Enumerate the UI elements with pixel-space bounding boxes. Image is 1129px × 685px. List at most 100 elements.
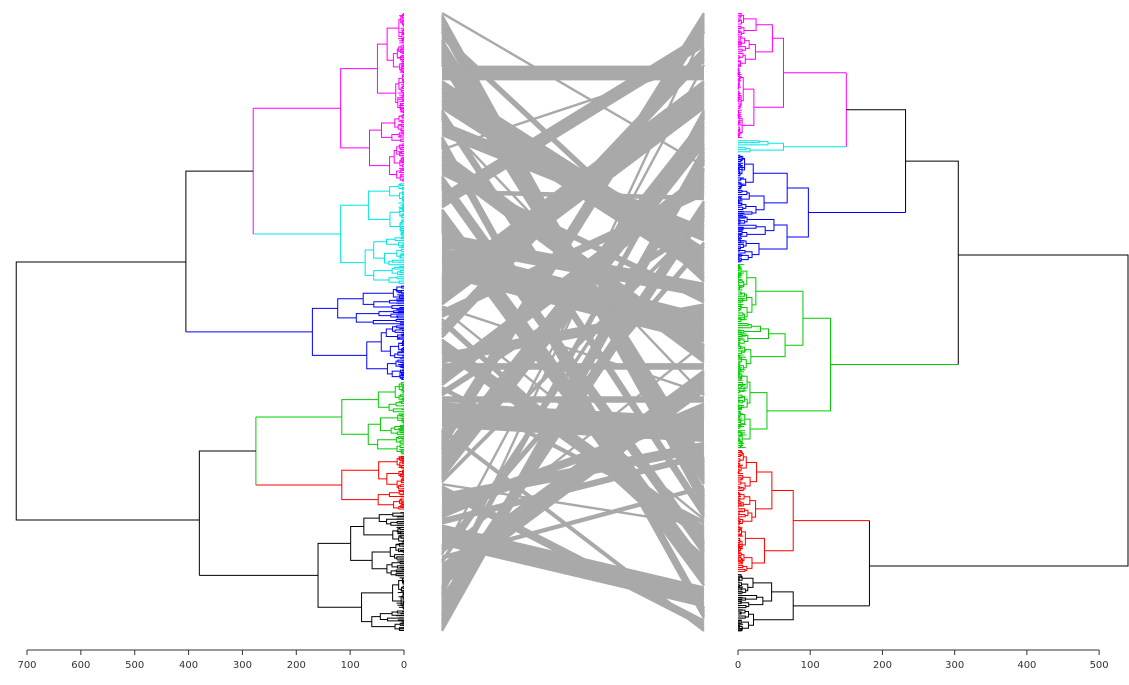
right-axis-tick-label: 0 xyxy=(735,660,741,671)
right-cluster-3-branch xyxy=(756,291,803,345)
left-cluster-0-branch xyxy=(402,165,404,167)
right-cluster-3-branch xyxy=(738,351,742,353)
left-cluster-0-branch xyxy=(390,157,397,175)
left-cluster-1-branch xyxy=(365,250,374,275)
connection-lines xyxy=(442,13,704,631)
left-cluster-2-branch xyxy=(338,299,363,318)
left-cluster-1-branch xyxy=(387,239,399,244)
right-cluster-4-branch xyxy=(764,490,793,550)
left-cluster-2-branch xyxy=(396,320,404,322)
left-axis-tick-label: 0 xyxy=(401,660,407,671)
left-cluster-2-branch xyxy=(392,371,400,376)
right-cluster-1-branch xyxy=(738,141,759,143)
right-cluster-1-branch xyxy=(750,143,784,150)
left-cluster-1-branch xyxy=(368,191,390,219)
left-cluster-2-branch xyxy=(397,326,404,328)
left-axis-tick-label: 500 xyxy=(125,660,144,671)
left-dendrogram xyxy=(16,13,404,630)
left-cluster-3-branch xyxy=(378,392,395,407)
left-cluster-5-branch xyxy=(392,563,400,567)
left-cluster-2-branch xyxy=(363,293,393,304)
right-cluster-3-branch xyxy=(750,393,767,429)
right-cluster-2-branch xyxy=(749,196,764,210)
left-merge-bottom xyxy=(199,451,256,575)
right-dendrogram xyxy=(738,14,1128,631)
right-cluster-3-branch xyxy=(747,278,756,305)
left-cluster-5-branch xyxy=(379,515,393,522)
left-cluster-2-branch xyxy=(397,287,402,292)
left-cluster-5-branch xyxy=(364,518,393,535)
right-cluster-5-branch xyxy=(749,597,763,604)
left-cluster-4-branch xyxy=(379,462,397,479)
left-cluster-5-branch xyxy=(391,571,396,575)
left-cluster-5-branch xyxy=(372,552,390,569)
left-cluster-3-branch xyxy=(342,400,379,435)
left-cluster-0-branch xyxy=(370,130,390,165)
right-cluster-4-branch xyxy=(743,477,750,486)
right-cluster-3-branch xyxy=(751,334,785,357)
left-cluster-3-branch xyxy=(391,428,397,433)
right-cluster-3-branch xyxy=(744,326,761,331)
left-cluster-2-branch xyxy=(312,308,366,355)
left-cluster-5-branch xyxy=(351,526,372,560)
right-cluster-3-branch xyxy=(742,419,750,439)
right-cluster-2-branch xyxy=(738,232,742,234)
right-merge-top xyxy=(846,110,905,213)
right-cluster-4-branch xyxy=(738,514,745,516)
right-cluster-0-branch xyxy=(755,25,772,52)
left-cluster-0-branch xyxy=(341,69,378,148)
right-cluster-5-branch xyxy=(753,592,793,620)
left-cluster-1-branch xyxy=(341,205,369,262)
right-cluster-4-branch xyxy=(750,501,756,518)
left-cluster-2-branch xyxy=(367,342,388,369)
right-cluster-2-branch xyxy=(759,225,787,249)
left-cluster-0-branch xyxy=(381,123,394,137)
right-cluster-0-branch xyxy=(745,45,755,60)
left-cluster-5-branch xyxy=(393,513,404,516)
left-cluster-0-branch xyxy=(377,44,395,93)
left-root xyxy=(16,262,199,520)
right-cluster-4-branch xyxy=(756,472,772,509)
right-cluster-0-branch xyxy=(754,38,784,107)
left-cluster-4-branch xyxy=(400,485,404,487)
right-cluster-5-branch xyxy=(748,614,753,625)
left-merge-top xyxy=(186,171,253,332)
right-axis-tick-label: 300 xyxy=(945,660,964,671)
left-cluster-0-branch xyxy=(401,128,404,130)
left-axis-tick-label: 600 xyxy=(71,660,90,671)
left-axis-tick-label: 100 xyxy=(341,660,360,671)
left-cluster-3-branch xyxy=(368,424,380,444)
left-cluster-4-branch xyxy=(342,470,379,499)
left-cluster-1-branch xyxy=(390,187,400,196)
right-axis-tick-label: 200 xyxy=(873,660,892,671)
left-axis-tick-label: 200 xyxy=(287,660,306,671)
left-axis-tick-label: 300 xyxy=(233,660,252,671)
right-cluster-2-branch xyxy=(742,204,746,208)
right-cluster-3-branch xyxy=(748,329,769,339)
right-cluster-2-branch xyxy=(741,193,749,199)
left-cluster-2-branch xyxy=(398,353,404,355)
right-cluster-5-branch xyxy=(738,588,742,590)
left-cluster-5-branch xyxy=(362,593,393,622)
left-cluster-1-branch xyxy=(390,212,400,226)
right-axis-tick-label: 400 xyxy=(1017,660,1036,671)
right-merge-green xyxy=(906,161,959,364)
left-axis-tick-label: 700 xyxy=(17,660,36,671)
right-cluster-2-branch xyxy=(741,255,748,259)
right-cluster-0-branch xyxy=(742,89,754,125)
right-cluster-1-branch xyxy=(738,148,746,150)
left-cluster-3-branch xyxy=(378,440,397,449)
left-cluster-5-branch xyxy=(380,614,392,620)
right-cluster-0-branch xyxy=(738,16,740,18)
left-cluster-3-branch xyxy=(389,404,396,410)
right-axis-tick-label: 500 xyxy=(1090,660,1109,671)
right-cluster-4-branch xyxy=(746,462,756,481)
right-cluster-2-branch xyxy=(787,188,808,237)
right-cluster-3-branch xyxy=(738,435,740,437)
right-cluster-0-branch xyxy=(744,19,756,31)
right-cluster-3-branch xyxy=(767,318,831,411)
